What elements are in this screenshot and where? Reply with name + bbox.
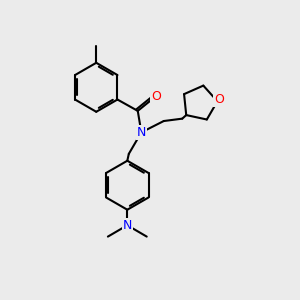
Text: N: N xyxy=(137,126,146,139)
Text: O: O xyxy=(151,90,161,103)
Text: N: N xyxy=(123,219,132,232)
Text: O: O xyxy=(214,93,224,106)
